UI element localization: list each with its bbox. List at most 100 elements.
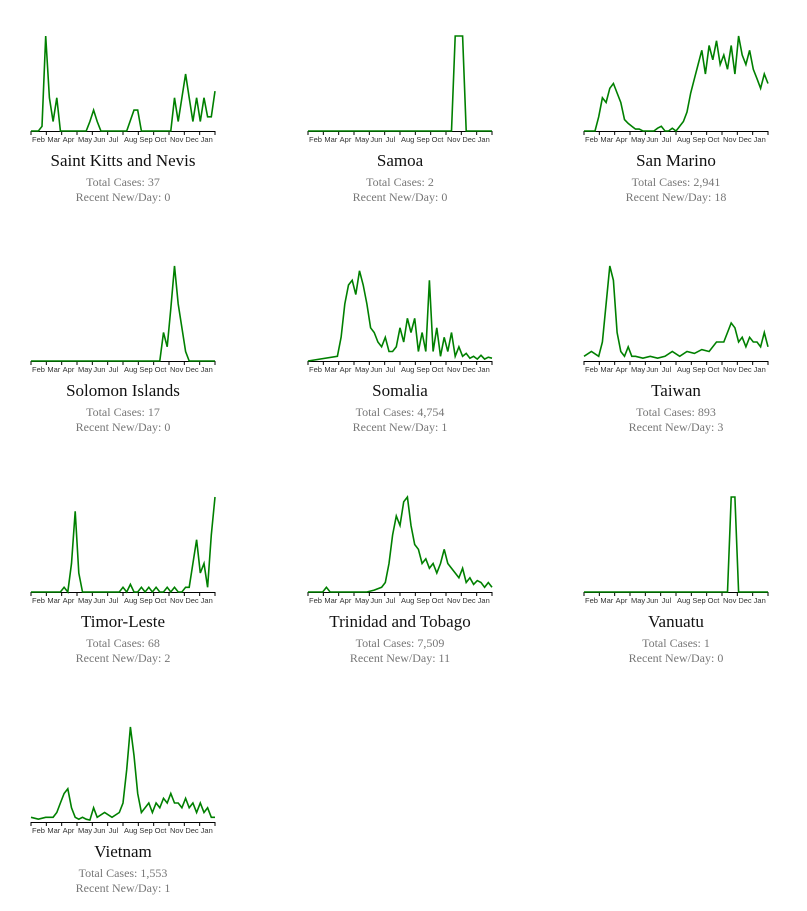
x-tick-label: Oct	[155, 826, 168, 835]
x-tick-label: Dec	[185, 596, 199, 605]
x-tick-label: Mar	[324, 365, 337, 374]
country-chart: Feb Mar Apr May Jun Jul Aug Sep Oct Nov Dec Jan Vie…	[23, 721, 223, 911]
country-chart: Feb Mar Apr May Jun Jul Aug Sep Oct Nov Dec Jan Som…	[300, 260, 500, 450]
x-tick-label: Sep	[416, 135, 429, 144]
x-tick-label: Feb	[585, 135, 598, 144]
recent-new-per-day: Recent New/Day: 1	[300, 420, 500, 435]
x-tick-label: Sep	[416, 596, 429, 605]
x-tick-label: Nov	[723, 365, 737, 374]
x-tick-label: Sep	[692, 596, 705, 605]
sparkline-chart: Feb Mar Apr May Jun Jul Aug Sep Oct Nov Dec Jan	[30, 726, 216, 835]
x-tick-label: Apr	[63, 365, 75, 374]
x-tick-label: Jan	[754, 135, 766, 144]
recent-label: Recent New/Day:	[75, 420, 165, 434]
x-tick-label: Jan	[201, 135, 213, 144]
country-name: Solomon Islands	[66, 381, 180, 400]
recent-new-per-day: Recent New/Day: 0	[300, 190, 500, 205]
x-tick-label: Feb	[32, 596, 45, 605]
total-cases-label: Total Cases:	[355, 405, 418, 419]
total-cases-value: 893	[697, 405, 716, 419]
recent-new-per-day: Recent New/Day: 3	[576, 420, 776, 435]
x-tick-label: Mar	[600, 365, 613, 374]
x-tick-label: Oct	[432, 365, 445, 374]
recent-new-per-day: Recent New/Day: 18	[576, 190, 776, 205]
x-tick-label: Apr	[616, 135, 628, 144]
recent-new-per-day: Recent New/Day: 0	[23, 420, 223, 435]
cases-series-line	[308, 494, 493, 593]
recent-label: Recent New/Day:	[625, 190, 715, 204]
total-cases-label: Total Cases:	[355, 636, 418, 650]
country-chart: Feb Mar Apr May Jun Jul Aug Sep Oct Nov Dec Jan Tri…	[300, 491, 500, 681]
total-cases-label: Total Cases:	[642, 636, 704, 650]
x-tick-label: Nov	[723, 135, 737, 144]
x-tick-label: Aug	[401, 596, 414, 605]
recent-label: Recent New/Day:	[349, 651, 439, 665]
x-tick-label: Jan	[754, 596, 766, 605]
cases-series-line	[30, 726, 215, 822]
x-tick-label: Sep	[416, 365, 429, 374]
x-tick-label: May	[78, 826, 92, 835]
recent-label: Recent New/Day:	[628, 651, 718, 665]
x-tick-label: May	[78, 365, 92, 374]
total-cases: Total Cases: 2,941	[576, 175, 776, 190]
x-tick-label: Oct	[432, 135, 445, 144]
recent-label: Recent New/Day:	[75, 190, 165, 204]
total-cases-value: 7,509	[417, 636, 445, 650]
x-tick-label: Aug	[124, 826, 137, 835]
x-tick-label: Feb	[309, 135, 322, 144]
x-tick-label: Dec	[185, 135, 199, 144]
x-tick-label: Mar	[600, 596, 613, 605]
x-tick-label: Feb	[32, 826, 45, 835]
total-cases-label: Total Cases:	[636, 405, 698, 419]
cases-series-line	[584, 35, 769, 133]
recent-value: 3	[717, 420, 724, 434]
x-tick-label: Nov	[170, 596, 184, 605]
x-tick-label: Jul	[109, 365, 119, 374]
recent-value: 18	[714, 190, 727, 204]
country-name: Vietnam	[94, 842, 152, 861]
recent-value: 1	[164, 881, 171, 895]
x-tick-label: Jan	[478, 135, 490, 144]
x-tick-label: May	[631, 596, 645, 605]
x-tick-label: Oct	[155, 365, 168, 374]
cases-series-line	[308, 35, 492, 132]
total-cases: Total Cases: 17	[23, 405, 223, 420]
recent-label: Recent New/Day:	[352, 420, 442, 434]
x-tick-label: Jul	[662, 135, 672, 144]
x-tick-label: Mar	[47, 365, 60, 374]
recent-value: 0	[164, 420, 171, 434]
country-name: Taiwan	[651, 381, 701, 400]
cases-series-line	[584, 496, 768, 593]
total-cases-value: 2,941	[693, 175, 721, 189]
x-tick-label: Jun	[93, 365, 105, 374]
country-chart: Feb Mar Apr May Jun Jul Aug Sep Oct Nov Dec Jan Tai…	[576, 260, 776, 450]
x-tick-label: Aug	[124, 596, 137, 605]
recent-label: Recent New/Day:	[352, 190, 442, 204]
x-tick-label: Jun	[93, 135, 105, 144]
recent-new-per-day: Recent New/Day: 0	[23, 190, 223, 205]
total-cases-label: Total Cases:	[86, 175, 148, 189]
sparkline-chart: Feb Mar Apr May Jun Jul Aug Sep Oct Nov Dec Jan	[30, 35, 216, 144]
x-tick-label: Jan	[201, 826, 213, 835]
cases-series-line	[31, 35, 216, 132]
country-chart: Feb Mar Apr May Jun Jul Aug Sep Oct Nov Dec Jan Van…	[576, 491, 776, 681]
x-tick-label: Jan	[478, 596, 490, 605]
x-tick-label: May	[355, 596, 369, 605]
x-tick-label: Jul	[386, 596, 396, 605]
x-tick-label: Jan	[201, 596, 213, 605]
total-cases: Total Cases: 4,754	[300, 405, 500, 420]
x-tick-label: Jul	[109, 135, 119, 144]
sparkline-chart: Feb Mar Apr May Jun Jul Aug Sep Oct Nov Dec Jan	[307, 270, 493, 374]
x-tick-label: May	[355, 365, 369, 374]
x-tick-label: Nov	[170, 365, 184, 374]
x-tick-label: Nov	[447, 596, 461, 605]
x-tick-label: Jul	[109, 826, 119, 835]
recent-value: 2	[164, 651, 171, 665]
country-chart: Feb Mar Apr May Jun Jul Aug Sep Oct Nov Dec Jan Tim…	[23, 491, 223, 681]
x-tick-label: Mar	[47, 135, 60, 144]
recent-label: Recent New/Day:	[75, 881, 165, 895]
x-tick-label: Dec	[738, 365, 752, 374]
x-tick-label: May	[631, 135, 645, 144]
total-cases-label: Total Cases:	[631, 175, 694, 189]
x-tick-label: Apr	[340, 135, 352, 144]
